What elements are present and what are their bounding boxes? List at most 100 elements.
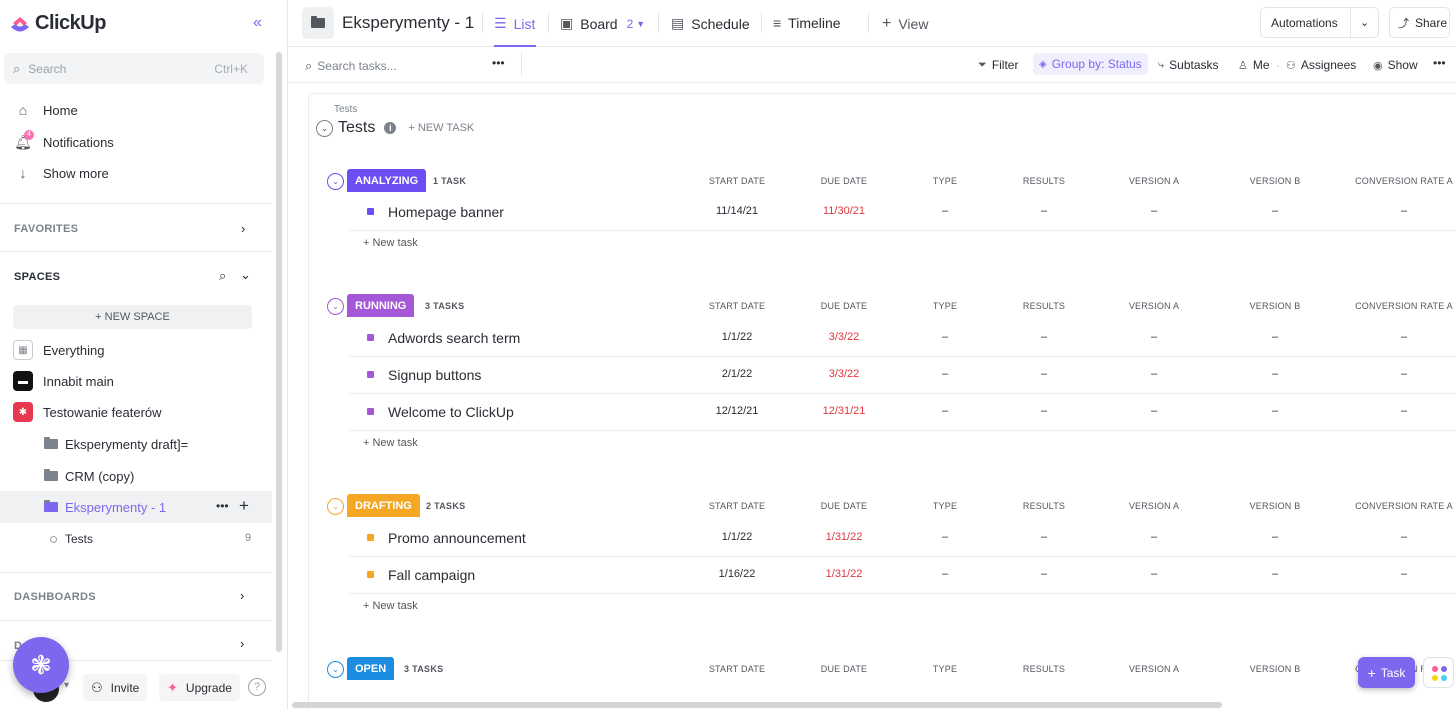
chevron-down-icon[interactable]: ⌄ [1350,8,1378,37]
plus-icon[interactable]: + [239,496,249,515]
more-options-icon[interactable]: ••• [216,499,229,513]
status-square-icon[interactable] [367,208,374,215]
automations-button[interactable]: Automations ⌄ [1260,7,1379,38]
column-header[interactable]: VERSION A [1128,501,1180,511]
task-results-cell[interactable]: – [1040,568,1048,580]
task-due-cell[interactable]: 3/3/22 [828,368,860,380]
task-results-cell[interactable]: – [1040,205,1048,217]
task-start-cell[interactable]: 2/1/22 [721,368,753,380]
nav-show-more[interactable]: ↓ Show more [14,161,109,185]
status-badge[interactable]: RUNNING [347,294,415,317]
new-task-button[interactable]: + New task [363,600,418,612]
chevron-right-icon[interactable]: › [240,636,245,651]
chevron-right-icon[interactable]: › [241,221,246,236]
task-conv-a-cell[interactable]: – [1400,405,1408,417]
task-version-b-cell[interactable]: – [1271,405,1279,417]
collapse-group-icon[interactable]: ⌄ [327,298,344,315]
table-row[interactable]: Signup buttons 2/1/22 3/3/22 – – – – – [349,357,1456,394]
column-header[interactable]: START DATE [708,301,766,311]
task-type-cell[interactable]: – [941,568,949,580]
collapse-list-icon[interactable]: ⌄ [316,119,333,137]
task-start-cell[interactable]: 1/16/22 [718,568,756,580]
info-icon[interactable]: i [384,122,397,134]
column-header[interactable]: VERSION B [1249,664,1301,674]
task-due-cell[interactable]: 3/3/22 [828,331,860,343]
collapse-group-icon[interactable]: ⌄ [327,498,344,515]
favorites-title[interactable]: FAVORITES [14,223,79,235]
status-badge[interactable]: ANALYZING [347,169,427,192]
task-name[interactable]: Signup buttons [388,367,482,383]
tab-board[interactable]: ▣ Board 2 ▼ [560,15,645,32]
task-due-cell[interactable]: 12/31/21 [822,405,866,417]
column-header[interactable]: RESULTS [1022,501,1066,511]
task-start-cell[interactable]: 11/14/21 [715,205,758,217]
task-due-cell[interactable]: 1/31/22 [825,568,863,580]
new-task-header-button[interactable]: + NEW TASK [408,122,475,134]
task-version-a-cell[interactable]: – [1150,205,1158,217]
task-type-cell[interactable]: – [941,205,949,217]
collapse-group-icon[interactable]: ⌄ [327,173,344,190]
table-row[interactable]: Promo announcement 1/1/22 1/31/22 – – – – – [349,520,1456,557]
horizontal-scrollbar[interactable] [292,702,1222,708]
status-square-icon[interactable] [367,334,374,341]
chevron-down-icon[interactable]: ⌄ [240,267,251,282]
task-version-b-cell[interactable]: – [1271,531,1279,543]
status-square-icon[interactable] [367,571,374,578]
column-header[interactable]: VERSION B [1249,501,1301,511]
task-version-a-cell[interactable]: – [1150,531,1158,543]
task-name[interactable]: Promo announcement [388,530,526,546]
status-square-icon[interactable] [367,408,374,415]
task-due-cell[interactable]: 11/30/21 [822,205,865,217]
column-header[interactable]: VERSION B [1249,301,1301,311]
filter-button[interactable]: ⏷ Filter [978,58,1018,72]
apps-icon[interactable] [1423,657,1454,688]
tab-schedule[interactable]: ▤ Schedule [671,15,750,32]
nav-notifications[interactable]: 🔔︎ 4 Notifications [14,129,114,154]
task-version-a-cell[interactable]: – [1150,368,1158,380]
task-results-cell[interactable]: – [1040,531,1048,543]
status-badge[interactable]: OPEN [347,657,395,680]
column-header[interactable]: TYPE [932,176,958,186]
folder-crm-copy[interactable]: CRM (copy) [44,465,134,487]
column-header[interactable]: VERSION A [1128,176,1180,186]
logo[interactable]: ClickUp [8,11,106,35]
task-version-b-cell[interactable]: – [1271,205,1279,217]
share-button[interactable]: ⤴ Share [1389,7,1450,38]
column-header[interactable]: START DATE [708,501,766,511]
page-title[interactable]: Eksperymenty - 1 [342,13,475,32]
task-version-a-cell[interactable]: – [1150,405,1158,417]
task-name[interactable]: Welcome to ClickUp [388,404,514,420]
new-space-button[interactable]: + NEW SPACE [13,305,252,329]
subtasks-button[interactable]: ⤷ Subtasks [1158,58,1219,72]
status-badge[interactable]: DRAFTING [347,494,420,517]
list-title[interactable]: Tests [338,119,376,136]
task-results-cell[interactable]: – [1040,331,1048,343]
column-header[interactable]: VERSION A [1128,664,1180,674]
status-square-icon[interactable] [367,534,374,541]
invite-button[interactable]: ⚇ Invite [83,674,148,701]
column-header[interactable]: TYPE [932,301,958,311]
tab-list[interactable]: ☰ List [494,15,535,32]
column-header[interactable]: TYPE [932,501,958,511]
folder-eksperymenty-draft[interactable]: Eksperymenty draft]= [44,433,188,455]
space-testowanie[interactable]: ✱ Testowanie featerów [13,401,162,423]
column-header[interactable]: DUE DATE [820,301,868,311]
task-version-b-cell[interactable]: – [1271,331,1279,343]
folder-button[interactable] [302,7,334,39]
task-type-cell[interactable]: – [941,368,949,380]
task-type-cell[interactable]: – [941,405,949,417]
assignees-button[interactable]: ⚇ Assignees [1286,58,1356,72]
column-header[interactable]: RESULTS [1022,176,1066,186]
dashboards-title[interactable]: DASHBOARDS [14,591,96,603]
new-task-button[interactable]: + New task [363,237,418,249]
task-version-a-cell[interactable]: – [1150,568,1158,580]
task-results-cell[interactable]: – [1040,405,1048,417]
help-icon[interactable]: ? [248,678,266,696]
quick-action-button[interactable]: ❃ [13,637,69,693]
column-header[interactable]: CONVERSION RATE A [1355,176,1453,186]
chevron-down-icon[interactable]: ▼ [636,18,646,29]
task-type-cell[interactable]: – [941,331,949,343]
status-square-icon[interactable] [367,371,374,378]
column-header[interactable]: TYPE [932,664,958,674]
search-icon[interactable]: ⌕ [219,268,227,283]
